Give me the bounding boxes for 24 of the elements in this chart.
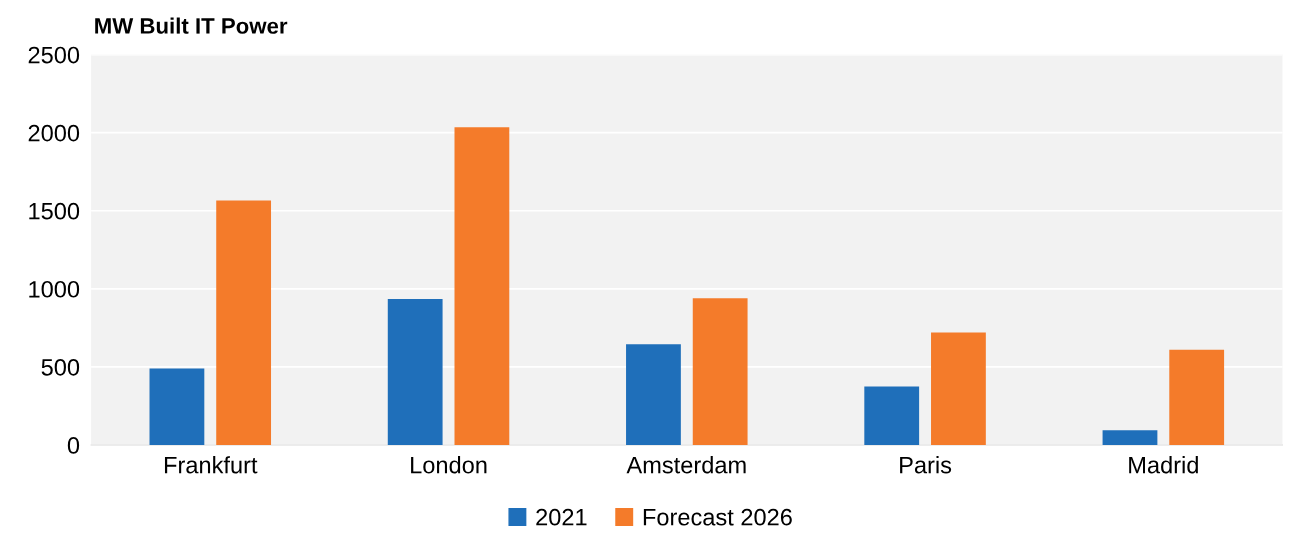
bar xyxy=(149,368,205,445)
y-tick-label: 500 xyxy=(41,358,80,376)
x-tick-label: Madrid xyxy=(1129,456,1198,474)
bar xyxy=(454,127,510,445)
x-tick-label: London xyxy=(411,456,487,474)
y-tick-label: 1000 xyxy=(29,280,80,298)
x-tick-label: Frankfurt xyxy=(164,456,258,474)
y-tick-label: 0 xyxy=(67,437,80,454)
bar xyxy=(1102,430,1158,445)
bar xyxy=(216,200,272,445)
y-tick-label: 1500 xyxy=(29,202,80,220)
x-tick-label: Amsterdam xyxy=(626,456,746,474)
bar xyxy=(864,386,920,445)
legend-label: 2021 xyxy=(536,508,587,526)
bar xyxy=(626,344,681,445)
y-tick-label: 2000 xyxy=(28,124,80,142)
bar xyxy=(387,298,443,445)
y-tick-label: 2500 xyxy=(28,46,80,64)
bar xyxy=(692,298,748,445)
bar xyxy=(1169,349,1225,445)
legend-label: Forecast 2026 xyxy=(643,508,792,526)
chart-title: MW Built IT Power xyxy=(95,17,288,34)
bar xyxy=(931,332,986,445)
x-tick-label: Paris xyxy=(900,456,952,474)
